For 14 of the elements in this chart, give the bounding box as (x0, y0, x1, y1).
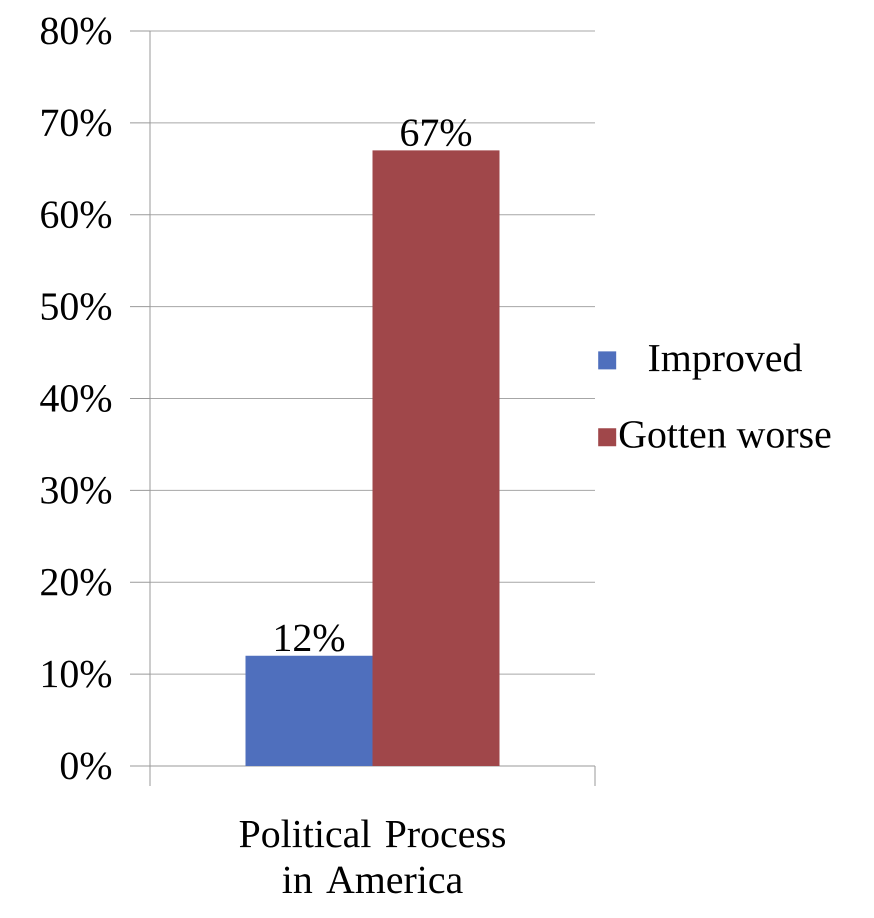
y-tick-label: 40% (40, 384, 112, 412)
y-tick-label: 50% (42, 293, 112, 320)
legend-label: Gotten worse (620, 421, 830, 448)
y-tick-label: 0% (60, 752, 112, 780)
y-tick-label: 20% (41, 568, 112, 596)
x-tick-label: Political Process in America (240, 819, 506, 894)
legend-label: Improved (648, 344, 802, 380)
y-tick-label: 70% (42, 109, 112, 136)
data-label: 67% (401, 119, 472, 146)
data-label: 12% (276, 624, 344, 652)
y-tick-label: 30% (41, 476, 112, 504)
y-tick-label: 80% (40, 17, 112, 45)
y-tick-label: 60% (41, 201, 112, 228)
y-tick-label: 10% (42, 660, 112, 688)
